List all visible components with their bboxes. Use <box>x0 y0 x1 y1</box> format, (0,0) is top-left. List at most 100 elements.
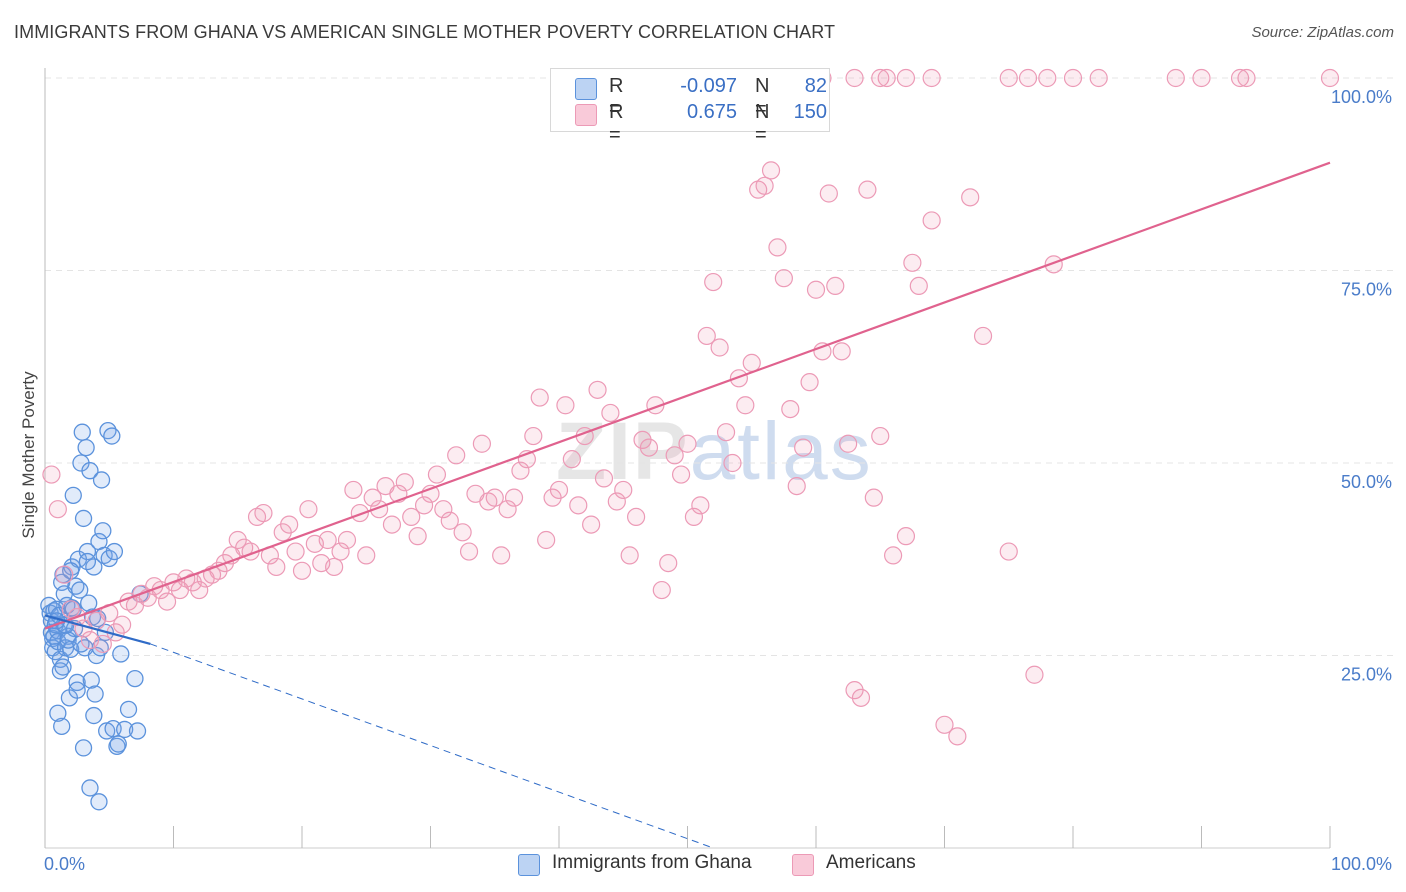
americans-point <box>511 461 530 480</box>
ghana-point <box>126 669 144 688</box>
ghana-point <box>80 594 98 612</box>
americans-point <box>781 400 800 419</box>
ghana-point <box>95 546 113 565</box>
americans-point <box>1089 68 1108 88</box>
americans-point <box>1044 255 1063 274</box>
americans-point <box>344 480 363 500</box>
ghana-point <box>64 486 82 504</box>
americans-point <box>903 253 922 272</box>
americans-point <box>530 388 549 407</box>
grid <box>45 77 1395 656</box>
stats-legend: R = -0.097 N = 82 R = 0.675 N = 150 <box>550 68 830 146</box>
americans-point <box>806 280 826 299</box>
y-tick-label: 50.0% <box>1341 472 1392 492</box>
r-value: -0.097 <box>680 75 737 97</box>
americans-point <box>363 488 382 507</box>
americans-point <box>639 438 659 457</box>
ghana-point <box>119 700 138 719</box>
americans-point <box>337 530 357 550</box>
americans-point <box>325 557 344 577</box>
americans-point <box>973 326 993 346</box>
ghana-point <box>82 671 100 689</box>
americans-point <box>883 546 903 565</box>
americans-point <box>537 530 556 550</box>
x-tick-label-max: 100.0% <box>1331 854 1392 874</box>
americans-point <box>729 369 749 388</box>
americans-point <box>1038 68 1057 88</box>
americans-point <box>1237 68 1256 88</box>
ghana-point <box>112 645 130 663</box>
ghana-swatch <box>575 78 597 100</box>
watermark-atlas: atlas <box>689 406 873 497</box>
ghana-point <box>81 779 99 797</box>
ghana-point <box>116 720 134 739</box>
ghana-point <box>53 717 71 735</box>
americans-point <box>614 480 633 500</box>
americans-point <box>569 496 588 515</box>
americans-point <box>459 542 479 561</box>
ghana-point <box>105 542 124 561</box>
trend-lines <box>44 161 1331 849</box>
americans-point <box>350 503 369 523</box>
americans-point <box>594 469 614 488</box>
n-label: N = <box>755 75 770 120</box>
americans-point <box>588 380 607 399</box>
americans-point <box>267 557 286 577</box>
americans-point <box>1230 68 1250 88</box>
ghana-point <box>78 552 97 571</box>
americans-point <box>999 542 1018 561</box>
americans-point <box>909 276 928 295</box>
americans-point <box>331 542 350 561</box>
ghana-point <box>78 542 97 561</box>
americans-point <box>562 450 581 469</box>
americans-point <box>659 553 678 573</box>
axes <box>44 68 1331 849</box>
y-tick-label: 100.0% <box>1331 87 1392 107</box>
ghana-point <box>54 658 72 676</box>
americans-point <box>723 453 742 473</box>
americans-point <box>549 480 569 500</box>
americans-point <box>299 500 318 519</box>
americans-point <box>922 211 941 230</box>
americans-point <box>414 496 434 515</box>
americans-point <box>42 465 61 484</box>
americans-point <box>697 326 716 346</box>
ghana-point <box>128 722 147 740</box>
americans-point <box>896 68 916 88</box>
americans-swatch <box>792 854 814 876</box>
ghana-point <box>109 735 127 753</box>
ghana-point <box>90 793 108 811</box>
americans-point <box>626 507 646 527</box>
ghana-point <box>92 471 111 489</box>
americans-point <box>157 592 177 611</box>
americans-point <box>434 500 453 519</box>
americans-point <box>1025 665 1044 684</box>
americans-point <box>55 565 74 584</box>
series-legend: Immigrants from Ghana Americans <box>0 852 1406 878</box>
americans-point <box>408 527 427 546</box>
chart-title: IMMIGRANTS FROM GHANA VS AMERICAN SINGLE… <box>14 22 836 42</box>
americans-point <box>678 434 697 453</box>
americans-point <box>1018 68 1038 88</box>
americans-point <box>440 511 459 530</box>
ghana-point <box>71 581 89 599</box>
americans-point <box>1166 68 1185 88</box>
y-tick-label: 25.0% <box>1341 665 1392 685</box>
americans-point <box>504 488 524 507</box>
americans-point <box>948 727 967 746</box>
americans-point <box>492 546 511 565</box>
americans-point <box>877 68 896 88</box>
americans-point <box>832 342 851 361</box>
americans-point <box>1063 68 1083 88</box>
americans-point <box>710 338 729 357</box>
americans-point <box>582 515 601 534</box>
americans-point <box>402 507 421 527</box>
americans-point <box>524 426 543 446</box>
chart-source: Source: ZipAtlas.com <box>1251 24 1394 41</box>
americans-point <box>556 396 575 415</box>
ghana-swatch <box>518 854 540 876</box>
americans-point <box>48 500 67 519</box>
americans-point <box>768 238 787 257</box>
ghana-point <box>68 681 86 699</box>
americans-point <box>839 434 858 453</box>
